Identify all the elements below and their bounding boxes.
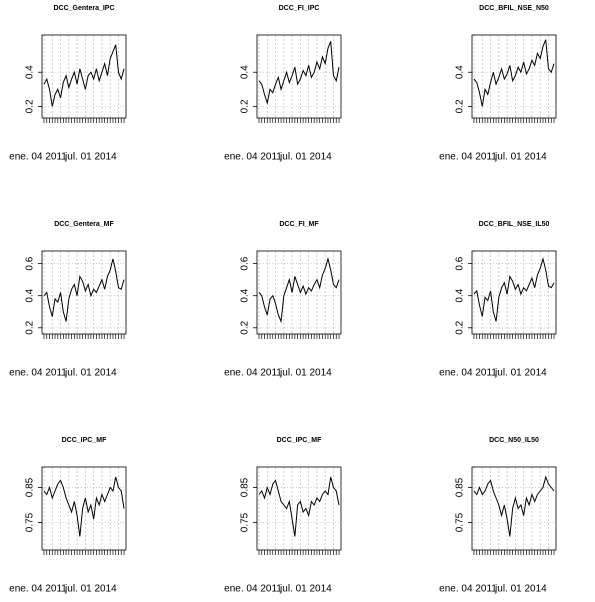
x-tick-label: jul. 01 2014	[64, 152, 117, 163]
line	[258, 256, 340, 324]
y-tick-label: 0.85	[25, 477, 36, 497]
y-tick-label: 0.4	[455, 288, 466, 302]
plot-frame	[41, 34, 127, 119]
plot-frame	[471, 250, 557, 335]
x-tick-label: jul. 01 2014	[64, 368, 117, 379]
line	[43, 258, 125, 322]
y-tick-label: 0.4	[25, 288, 36, 302]
chart-title: DCC_IPC_MF	[277, 437, 322, 444]
x-tick-label: ene. 04 2011	[224, 584, 282, 595]
x-tick-label: jul. 01 2014	[279, 368, 332, 379]
plot-frame	[471, 466, 557, 551]
chart-title: DCC_FI_MF	[279, 221, 319, 228]
chart-title: DCC_BFIL_NSE_IL50	[479, 221, 550, 228]
y-tick-label: 0.6	[455, 256, 466, 270]
chart-title: DCC_FI_IPC	[279, 5, 320, 12]
x-tick-label: ene. 04 2011	[9, 152, 67, 163]
chart-title: DCC_BFIL_NSE_N50	[479, 5, 549, 12]
plot-frame	[256, 250, 342, 335]
plot-frame	[256, 34, 342, 119]
line	[43, 476, 125, 537]
y-tick-label: 0.85	[455, 477, 466, 497]
y-tick-label: 0.85	[240, 477, 251, 497]
y-tick-label: 0.4	[455, 65, 466, 79]
x-tick-label: jul. 01 2014	[494, 584, 547, 595]
line	[258, 476, 340, 537]
plot-frame	[256, 466, 342, 551]
x-tick-label: ene. 04 2011	[224, 368, 282, 379]
line	[473, 475, 555, 537]
x-tick-label: jul. 01 2014	[494, 152, 547, 163]
x-tick-label: jul. 01 2014	[279, 152, 332, 163]
chart-title: DCC_N50_IL50	[489, 437, 539, 444]
x-tick-label: ene. 04 2011	[224, 152, 282, 163]
x-tick-label: ene. 04 2011	[439, 368, 497, 379]
y-tick-label: 0.6	[240, 256, 251, 270]
x-tick-label: jul. 01 2014	[279, 584, 332, 595]
y-tick-label: 0.2	[25, 99, 36, 113]
x-tick-label: ene. 04 2011	[439, 152, 497, 163]
line	[43, 44, 125, 107]
x-tick-label: jul. 01 2014	[494, 368, 547, 379]
plot-frame	[41, 466, 127, 551]
line	[258, 41, 340, 105]
plot-frame	[471, 34, 557, 119]
y-tick-label: 0.4	[240, 288, 251, 302]
x-tick-label: ene. 04 2011	[439, 584, 497, 595]
chart-title: DCC_Gentera_MF	[54, 221, 114, 228]
y-tick-label: 0.75	[240, 512, 251, 532]
y-tick-label: 0.75	[455, 512, 466, 532]
x-tick-label: jul. 01 2014	[64, 584, 117, 595]
line	[473, 39, 555, 107]
y-tick-label: 0.6	[25, 256, 36, 270]
y-tick-label: 0.4	[240, 65, 251, 79]
y-tick-label: 0.75	[25, 512, 36, 532]
chart-title: DCC_Gentera_IPC	[53, 5, 114, 12]
plot-frame	[41, 250, 127, 335]
y-tick-label: 0.2	[455, 320, 466, 334]
x-tick-label: ene. 04 2011	[9, 584, 67, 595]
y-tick-label: 0.2	[240, 99, 251, 113]
line	[473, 256, 555, 322]
chart-title: DCC_IPC_MF	[62, 437, 107, 444]
y-tick-label: 0.2	[455, 99, 466, 113]
y-tick-label: 0.4	[25, 65, 36, 79]
y-tick-label: 0.2	[240, 320, 251, 334]
x-tick-label: ene. 04 2011	[9, 368, 67, 379]
y-tick-label: 0.2	[25, 320, 36, 334]
